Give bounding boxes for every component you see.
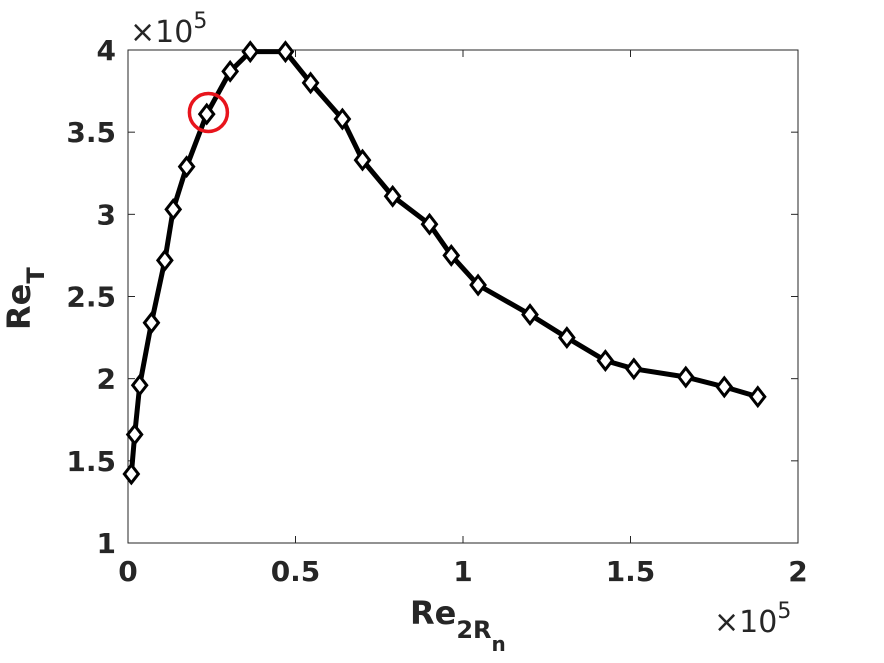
y-multiplier-times: × [130, 15, 155, 50]
data-point-marker [125, 423, 144, 446]
data-point-marker [142, 311, 161, 335]
data-point-marker [164, 197, 183, 221]
y-axis-multiplier: ×105 [130, 9, 207, 50]
data-point-marker [276, 40, 295, 64]
y-tick-label: 3.5 [66, 116, 116, 149]
x-label-base: Re [410, 594, 456, 632]
data-point-marker [353, 148, 372, 172]
data-point-marker [333, 107, 352, 131]
data-point-marker [197, 102, 216, 126]
x-axis-multiplier: ×105 [714, 599, 791, 640]
data-point-marker [676, 365, 695, 389]
y-tick-label: 1.5 [66, 445, 116, 478]
data-point-marker [177, 155, 196, 179]
data-point-marker [715, 375, 734, 399]
x-tick-label: 1 [453, 555, 472, 588]
data-point-marker [383, 184, 402, 208]
data-point-marker [442, 243, 461, 267]
data-point-marker [221, 59, 240, 83]
y-axis-label: ReT [0, 267, 50, 330]
y-tick-label: 4 [97, 34, 116, 67]
data-point-marker [624, 357, 643, 381]
x-multiplier-times: × [714, 605, 739, 640]
data-point-marker [521, 303, 539, 327]
data-point-marker [469, 273, 487, 297]
x-tick-labels: 0 0.5 1 1.5 2 [118, 555, 807, 588]
y-label-sub: T [22, 267, 50, 284]
data-point-marker [420, 212, 439, 236]
highlight-circle [187, 91, 230, 134]
x-tick-label: 0 [118, 555, 137, 588]
y-tick-labels: 1 1.5 2 2.5 3 3.5 4 [66, 34, 116, 560]
x-tick-label: 0.5 [271, 555, 321, 588]
y-tick-label: 2 [97, 363, 116, 396]
data-point-marker [596, 349, 615, 373]
x-label-sub: 2R [456, 616, 491, 644]
data-point-marker [557, 326, 576, 350]
x-multiplier-exp: 5 [777, 599, 791, 624]
x-axis-label: Re2Rn [410, 594, 506, 656]
x-tick-label: 1.5 [606, 555, 656, 588]
data-point-marker [301, 71, 320, 95]
y-label-base: Re [0, 284, 38, 330]
y-multiplier-base: 10 [155, 15, 193, 50]
y-tick-label: 1 [97, 527, 116, 560]
y-tick-label: 2.5 [66, 281, 116, 314]
data-point-marker [155, 248, 174, 272]
data-point-marker [241, 40, 260, 64]
series-group [122, 40, 767, 486]
x-tick-label: 2 [788, 555, 807, 588]
data-point-marker [748, 385, 767, 409]
y-tick-label: 3 [97, 198, 116, 231]
x-multiplier-base: 10 [739, 605, 777, 640]
data-point-marker [130, 373, 149, 397]
plot-area [127, 49, 799, 544]
y-multiplier-exp: 5 [193, 9, 207, 34]
data-point-marker [122, 462, 141, 486]
x-label-subsub: n [492, 632, 506, 656]
